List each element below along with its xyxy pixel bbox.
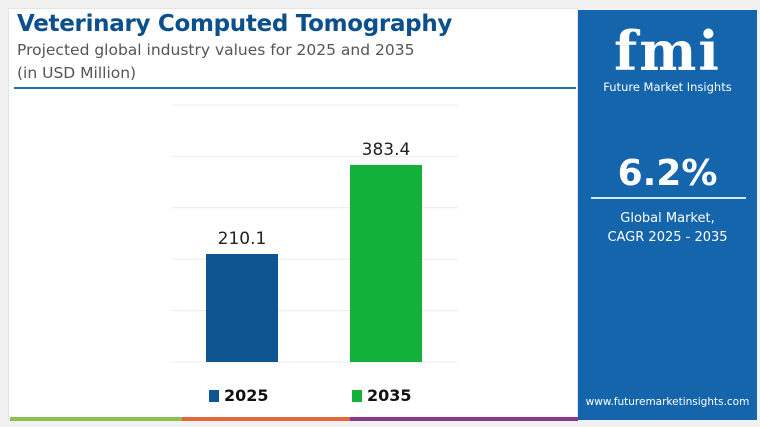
stripe-orange — [182, 417, 350, 421]
data-label-2035: 383.4 — [362, 140, 411, 160]
bar-2025 — [206, 254, 278, 362]
legend-label: 2025 — [224, 386, 269, 405]
cagr-label-line1: Global Market, — [620, 211, 715, 226]
bar-chart: 210.1 383.4 — [172, 104, 458, 363]
legend-swatch — [352, 389, 362, 402]
stripe-purple — [350, 417, 578, 421]
fmi-logo: fmi — [614, 19, 721, 83]
legend-swatch — [209, 389, 219, 402]
cagr-label: Global Market, CAGR 2025 - 2035 — [578, 209, 757, 247]
panel-divider — [591, 197, 746, 199]
chart-subtitle: Projected global industry values for 202… — [17, 41, 415, 59]
legend-item-2025: 2025 — [209, 386, 269, 405]
logo-subtitle: Future Market Insights — [603, 80, 732, 94]
legend-item-2035: 2035 — [352, 386, 412, 405]
unit-label: (in USD Million) — [17, 64, 137, 82]
chart-card — [8, 8, 578, 420]
website-link[interactable]: www.futuremarketinsights.com — [585, 396, 750, 408]
cagr-value: 6.2% — [617, 153, 718, 194]
bar-2035 — [350, 164, 422, 362]
chart-title: Veterinary Computed Tomography — [17, 11, 453, 37]
header-divider — [14, 87, 576, 89]
legend-label: 2035 — [367, 386, 412, 405]
stripe-green — [10, 417, 182, 421]
data-label-2025: 210.1 — [218, 229, 267, 249]
cagr-label-line2: CAGR 2025 - 2035 — [607, 230, 728, 245]
info-panel: fmi Future Market Insights 6.2% Global M… — [578, 10, 757, 420]
